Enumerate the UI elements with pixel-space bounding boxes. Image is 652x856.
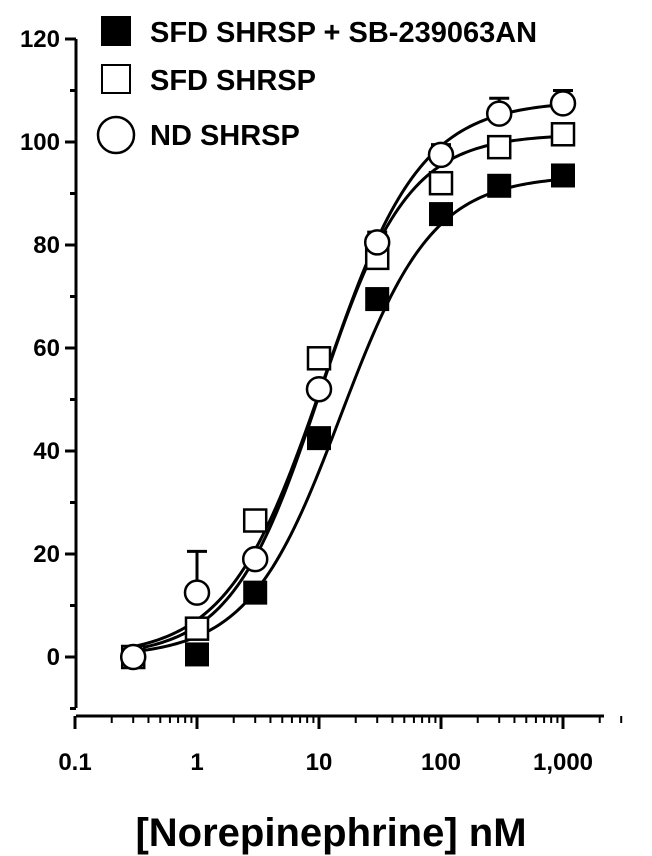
y-tick-label: 100 [20,129,60,156]
data-point [185,642,209,667]
legend-marker [101,16,131,46]
x-tick-label: 0.1 [58,749,91,776]
data-point [241,545,269,573]
data-point [487,173,512,198]
data-point [243,580,268,605]
data-point [363,229,391,256]
data-point [119,643,147,671]
x-tick-label: 1 [190,749,203,776]
y-tick-label: 40 [33,438,60,465]
legend-label: SFD SHRSP + SB-239063AN [150,17,537,49]
legend-item: ND SHRSP [96,115,300,155]
data-point [549,90,577,117]
data-point [429,202,453,227]
y-tick-label: 0 [47,644,60,671]
data-point [427,141,455,169]
data-point [365,287,390,312]
legend-item: SFD SHRSP [101,64,316,97]
data-point [305,375,333,403]
y-tick-label: 20 [33,541,60,568]
y-tick-label: 60 [33,335,60,362]
legend-marker [96,115,136,155]
legend-label: ND SHRSP [150,120,300,152]
x-tick-label: 10 [306,749,333,776]
data-markers [119,90,577,671]
data-point [428,170,454,196]
legend-label: SFD SHRSP [150,65,316,97]
data-point [242,508,268,533]
x-tick-label: 100 [421,749,461,776]
data-point [486,134,512,160]
axes: 0 20 40 60 80 100 120 0.1 1 10 100 1,000 [20,26,623,776]
data-point [307,426,331,451]
data-point [184,616,210,641]
x-tick-label: 1,000 [533,749,593,776]
legend: SFD SHRSP + SB-239063AN SFD SHRSP ND SHRSP [96,16,537,155]
y-tick-label: 80 [33,232,60,259]
data-point [183,579,211,606]
data-point [306,346,332,371]
legend-marker [101,64,131,94]
y-tick-label: 120 [20,26,60,53]
data-point [550,122,576,147]
legend-item: SFD SHRSP + SB-239063AN [101,16,537,49]
data-point [551,163,575,188]
data-point [485,100,513,127]
x-axis-title: [Norepinephrine] nM [135,811,526,855]
